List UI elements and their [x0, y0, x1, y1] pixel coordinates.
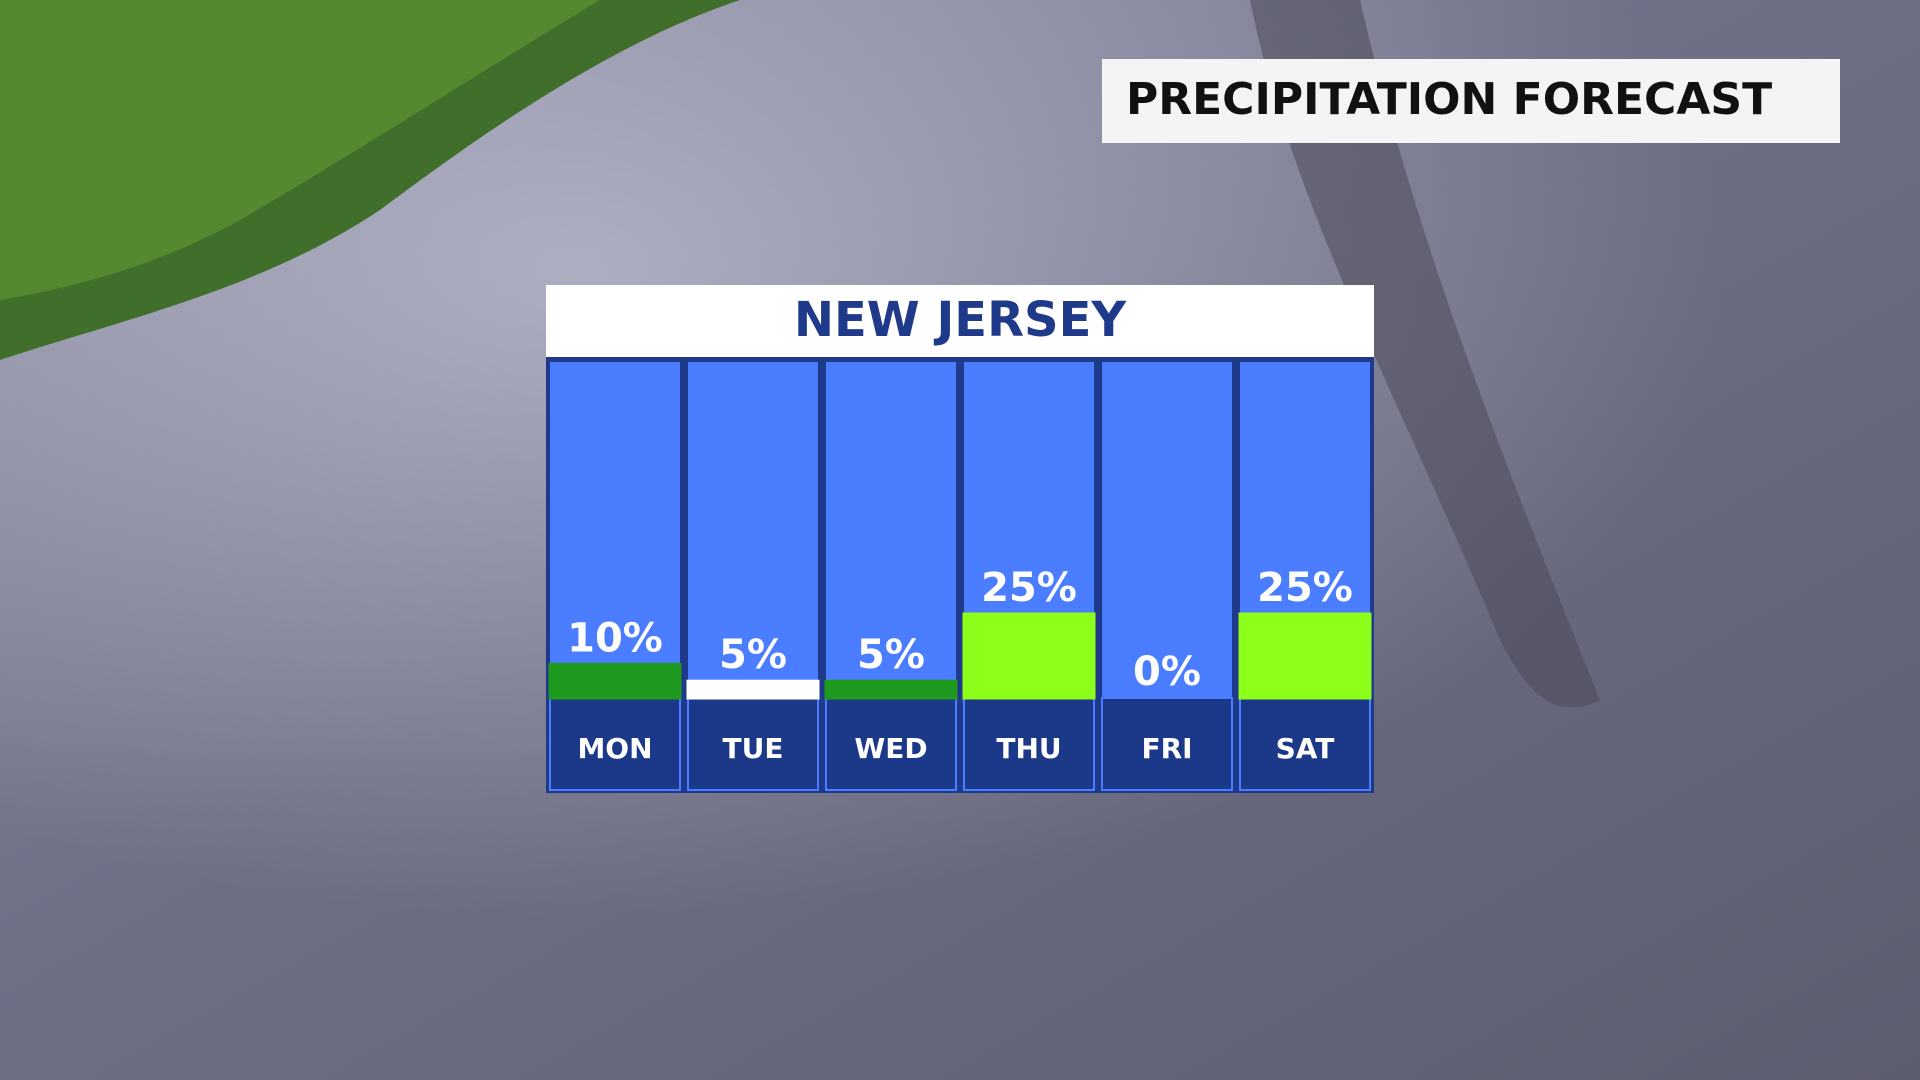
day-cell — [825, 697, 957, 791]
day-cell — [963, 697, 1095, 791]
column-background — [550, 362, 680, 698]
column-background — [688, 362, 818, 698]
x-tick-label: THU — [996, 732, 1061, 765]
bar — [548, 662, 682, 700]
x-tick-label: WED — [854, 732, 927, 765]
day-cell — [549, 697, 681, 791]
x-tick-label: TUE — [723, 732, 784, 765]
header-box — [1102, 59, 1840, 143]
x-tick-label: MON — [577, 732, 652, 765]
value-label: 5% — [719, 632, 787, 678]
x-tick-label: FRI — [1141, 732, 1192, 765]
column-background — [1102, 362, 1232, 698]
value-label: 25% — [1257, 565, 1353, 611]
panel — [546, 285, 1374, 793]
day-cell — [687, 697, 819, 791]
value-label: 10% — [567, 615, 663, 661]
value-label: 0% — [1133, 649, 1201, 695]
bar — [962, 612, 1096, 700]
value-label: 5% — [857, 632, 925, 678]
value-label: 25% — [981, 565, 1077, 611]
day-cell — [1101, 697, 1233, 791]
x-tick-label: SAT — [1276, 732, 1335, 765]
bar — [1238, 612, 1372, 700]
bar — [824, 679, 958, 700]
day-cell — [1239, 697, 1371, 791]
columns: MON 10% TUE 5% WED 5% THU 25% FRI 0% SAT 25% — [548, 362, 1372, 791]
panel-title-box — [546, 285, 1374, 357]
column-background — [826, 362, 956, 698]
header-title: PRECIPITATION FORECAST — [1126, 74, 1772, 125]
bar — [686, 679, 820, 700]
shadow — [1250, 0, 1600, 708]
chart-title: NEW JERSEY — [794, 292, 1128, 348]
grass-light — [0, 0, 600, 300]
